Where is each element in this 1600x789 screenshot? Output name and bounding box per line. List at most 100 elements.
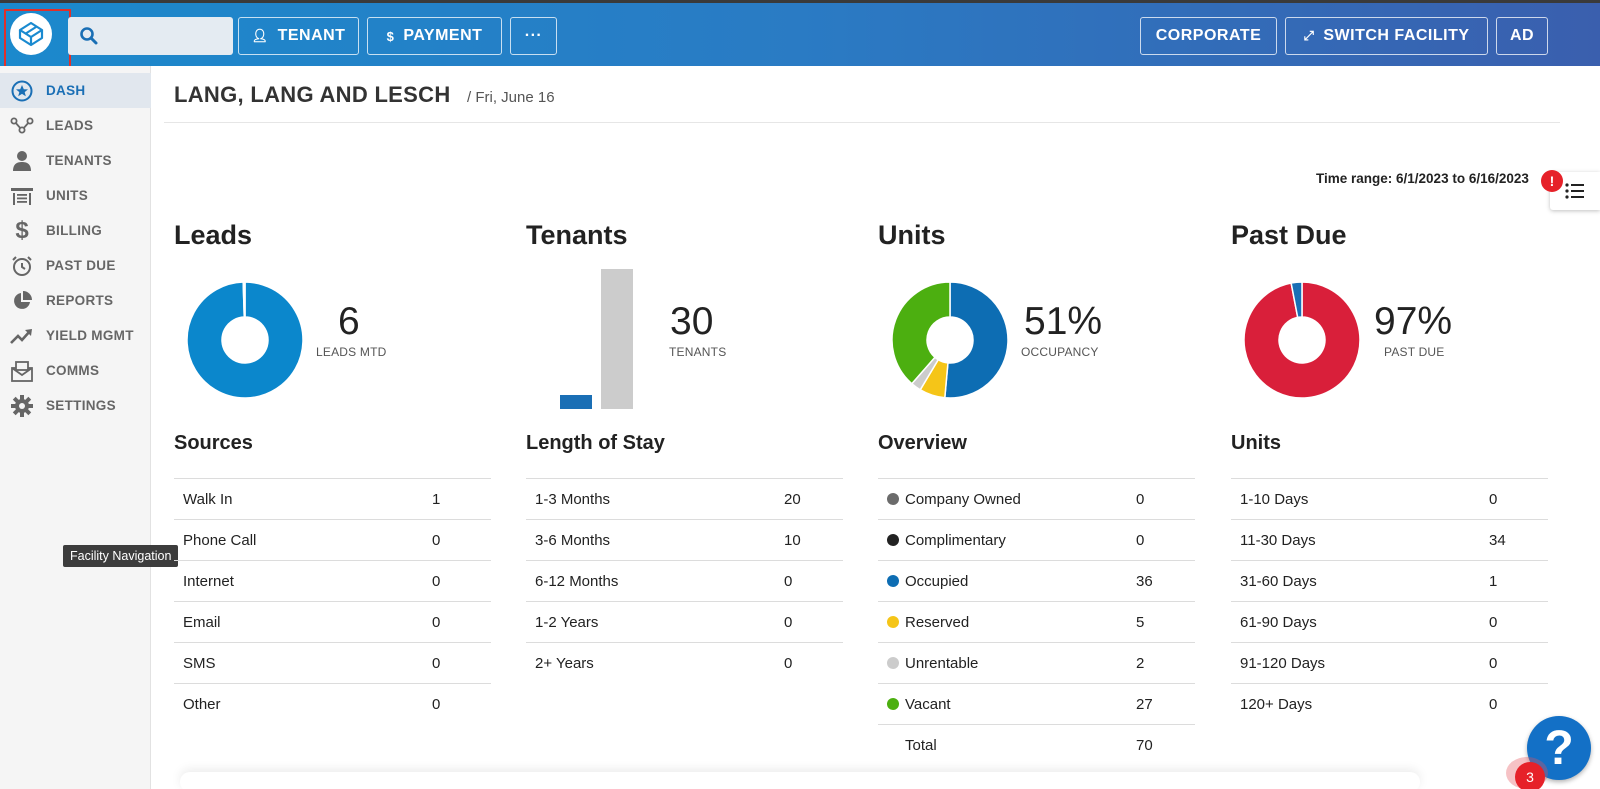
- tenant-button-label: TENANT: [277, 27, 346, 44]
- units-icon: [10, 184, 34, 208]
- table-row: Complimentary 0: [878, 519, 1195, 560]
- sidebar-item-reports[interactable]: REPORTS: [0, 283, 151, 318]
- slice-other: [242, 281, 246, 318]
- table-row: Reserved 5: [878, 601, 1195, 642]
- row-label: Occupied: [905, 573, 969, 590]
- sidebar-item-comms[interactable]: COMMS: [0, 353, 151, 388]
- table-row: Email 0: [174, 601, 491, 642]
- help-notification-badge[interactable]: 3: [1515, 762, 1545, 789]
- row-label: 6-12 Months: [535, 573, 619, 590]
- slice-leads-mtd: [186, 281, 304, 399]
- bar-0: [560, 395, 592, 409]
- sidebar-item-units[interactable]: UNITS: [0, 178, 151, 213]
- sidebar-item-leads[interactable]: LEADS: [0, 108, 151, 143]
- row-value: 0: [784, 655, 793, 672]
- corporate-button[interactable]: CORPORATE: [1140, 17, 1277, 55]
- sidebar-item-settings[interactable]: SETTINGS: [0, 388, 151, 423]
- mail-icon: [10, 359, 34, 383]
- trend-up-icon: [10, 324, 34, 348]
- sidebar-item-dash[interactable]: DASH: [0, 73, 151, 108]
- user-menu-button[interactable]: AD: [1496, 17, 1548, 55]
- row-value: 0: [432, 532, 441, 549]
- alert-badge[interactable]: !: [1541, 170, 1563, 192]
- sidebar-item-label: TENANTS: [46, 153, 112, 168]
- row-label: 1-10 Days: [1240, 491, 1309, 508]
- sidebar-item-label: DASH: [46, 83, 86, 98]
- star-icon: [10, 79, 34, 103]
- table-row: Occupied 36: [878, 560, 1195, 601]
- units-occupancy-label: OCCUPANCY: [1021, 345, 1099, 359]
- page-title: LANG, LANG AND LESCH: [174, 82, 451, 107]
- row-value: 0: [1136, 532, 1145, 549]
- table-row: Vacant 27: [878, 683, 1195, 724]
- more-button-label: ···: [524, 27, 543, 44]
- row-value: 70: [1136, 737, 1153, 754]
- row-label: 3-6 Months: [535, 532, 611, 549]
- row-value: 0: [1489, 614, 1498, 631]
- table-row: 1-3 Months 20: [526, 478, 843, 519]
- row-value: 0: [1489, 655, 1498, 672]
- past-due-value: 97%: [1374, 300, 1453, 343]
- add-user-icon: 👤︎: [251, 28, 269, 43]
- table-row: Walk In 1: [174, 478, 491, 519]
- row-value: 1: [432, 491, 441, 508]
- sidebar: DASH LEADS TENANTS UNITS $ BILLING PAST …: [0, 66, 151, 789]
- row-value: 0: [1136, 491, 1145, 508]
- switch-facility-button[interactable]: ⤢ SWITCH FACILITY: [1285, 17, 1488, 55]
- legend-dot: [887, 616, 899, 628]
- sidebar-item-past-due[interactable]: PAST DUE: [0, 248, 151, 283]
- past-due-donut-chart: [1243, 281, 1361, 399]
- sidebar-item-label: COMMS: [46, 363, 100, 378]
- sidebar-item-label: LEADS: [46, 118, 94, 133]
- logo-icon: [18, 21, 44, 47]
- sidebar-item-label: UNITS: [46, 188, 88, 203]
- table-row: 1-10 Days 0: [1231, 478, 1548, 519]
- tenants-card-title: Tenants: [526, 220, 628, 250]
- dollar-icon: $: [386, 28, 395, 44]
- overview-heading: Overview: [878, 432, 967, 454]
- table-row: 120+ Days 0: [1231, 683, 1548, 724]
- slice-vacant: [891, 281, 951, 385]
- row-label: Vacant: [905, 696, 951, 713]
- row-value: 0: [1489, 491, 1498, 508]
- row-value: 0: [1489, 696, 1498, 713]
- row-value: 27: [1136, 696, 1153, 713]
- past-due-label: PAST DUE: [1384, 345, 1445, 359]
- table-row: Unrentable 2: [878, 642, 1195, 683]
- row-label: 120+ Days: [1240, 696, 1313, 713]
- dollar-icon: $: [15, 216, 29, 244]
- row-value: 0: [784, 573, 793, 590]
- payment-button[interactable]: $ PAYMENT: [367, 17, 502, 55]
- time-range: Time range: 6/1/2023 to 6/16/2023: [1316, 171, 1529, 186]
- switch-facility-button-label: SWITCH FACILITY: [1323, 27, 1470, 44]
- overview-table: Company Owned 0 Complimentary 0 Occupied 36…: [878, 478, 1195, 765]
- tenant-button[interactable]: 👤︎ TENANT: [238, 17, 359, 55]
- facility-logo-button[interactable]: [10, 13, 52, 55]
- row-label: Complimentary: [905, 532, 1006, 549]
- table-row: 3-6 Months 10: [526, 519, 843, 560]
- slice-past-due: [1243, 281, 1361, 399]
- table-row: 11-30 Days 34: [1231, 519, 1548, 560]
- units-card-title: Units: [878, 220, 946, 250]
- sidebar-item-billing[interactable]: $ BILLING: [0, 213, 151, 248]
- legend-dot: [887, 698, 899, 710]
- length-of-stay-heading: Length of Stay: [526, 432, 665, 454]
- table-row: Phone Call 0: [174, 519, 491, 560]
- more-button[interactable]: ···: [510, 17, 557, 55]
- page-date: / Fri, June 16: [467, 89, 555, 106]
- row-value: 34: [1489, 532, 1506, 549]
- leads-label: LEADS MTD: [316, 345, 387, 359]
- legend-dot: [887, 575, 899, 587]
- past-due-units-heading: Units: [1231, 432, 1281, 454]
- row-label: Company Owned: [905, 491, 1021, 508]
- row-value: 10: [784, 532, 801, 549]
- search-input[interactable]: [68, 17, 233, 55]
- row-label: Total: [905, 737, 937, 754]
- row-label: Unrentable: [905, 655, 979, 672]
- row-label: Email: [183, 614, 221, 631]
- row-label: Other: [183, 696, 221, 713]
- sidebar-item-tenants[interactable]: TENANTS: [0, 143, 151, 178]
- row-label: Reserved: [905, 614, 970, 631]
- sidebar-item-yield-mgmt[interactable]: YIELD MGMT: [0, 318, 151, 353]
- tenants-value: 30: [670, 300, 714, 343]
